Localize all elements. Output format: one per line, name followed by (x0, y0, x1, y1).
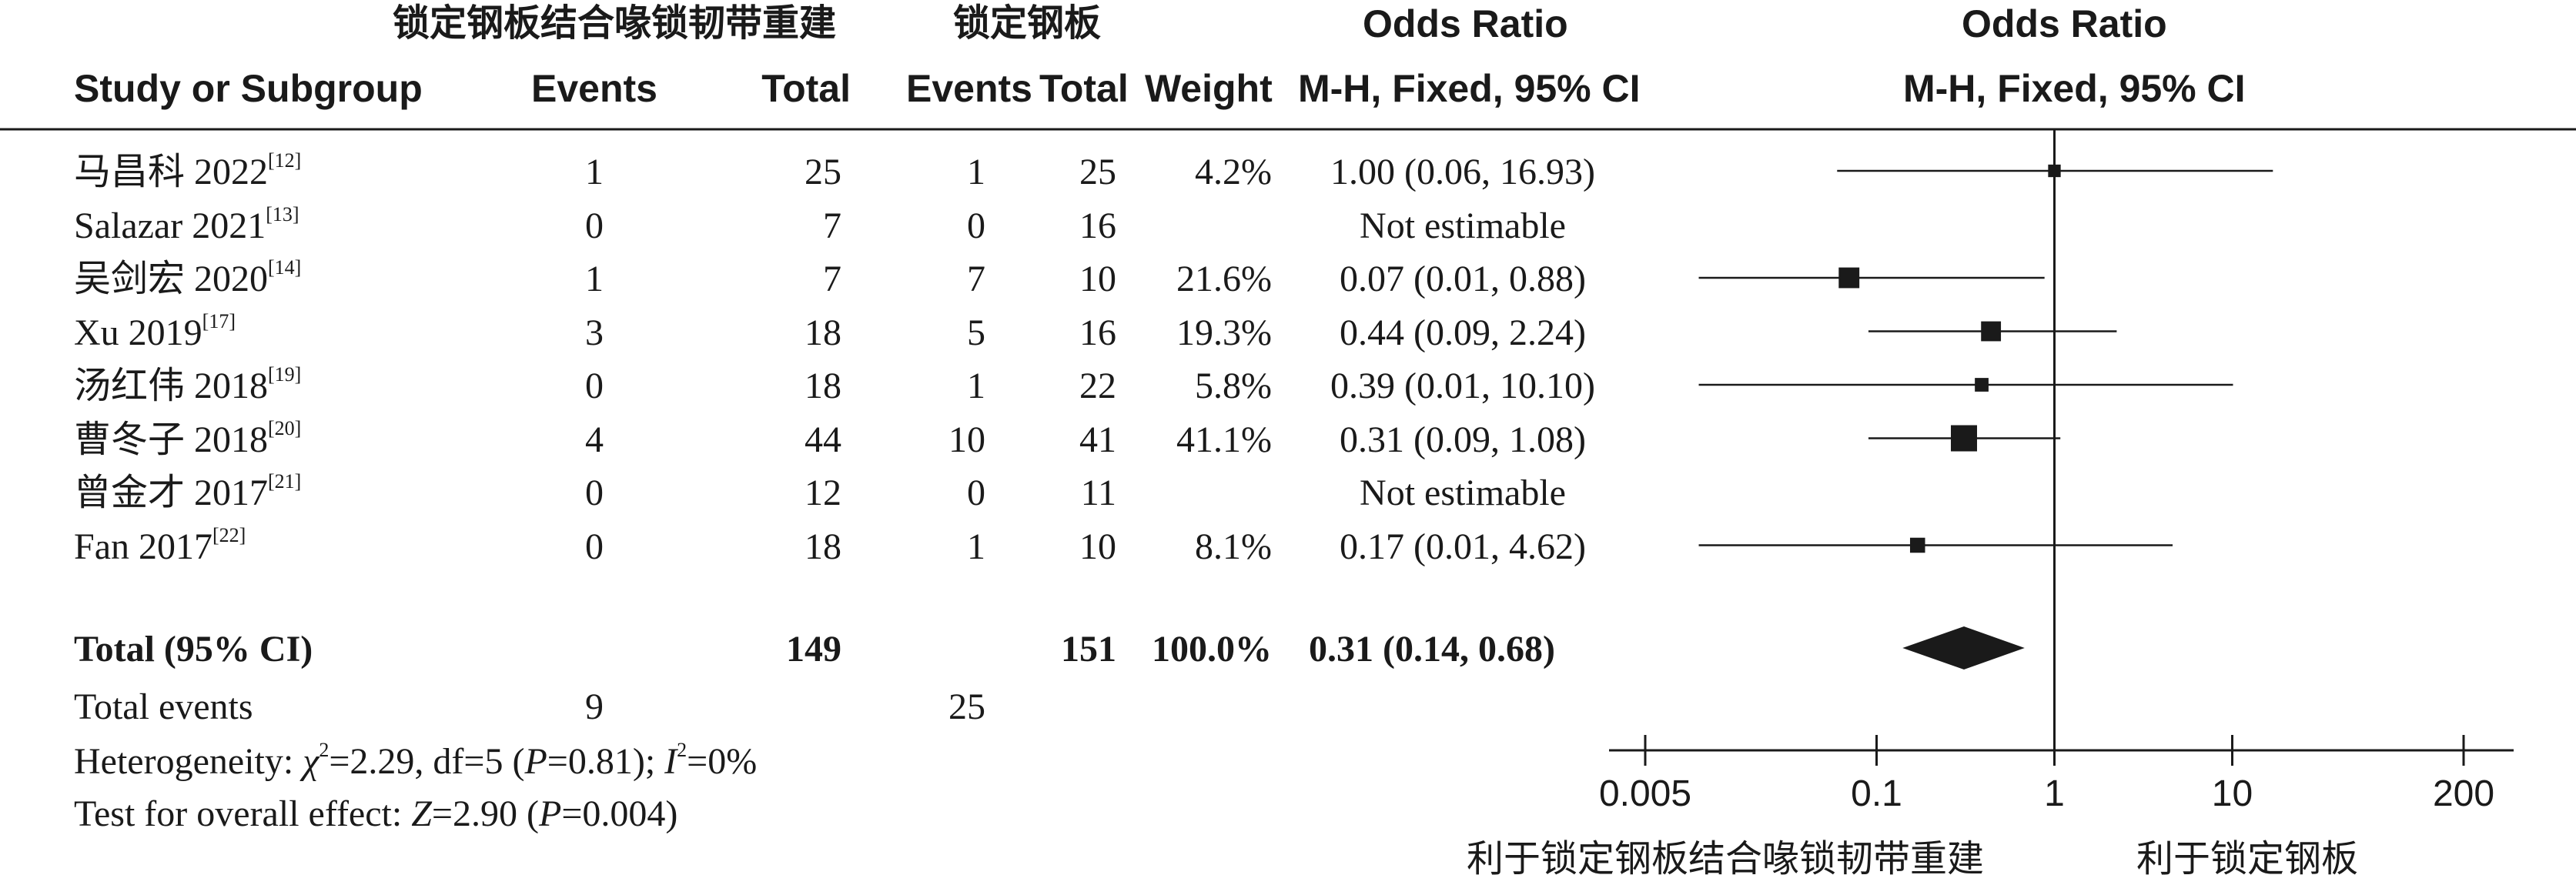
overall-effect-text: Test for overall effect: Z=2.90 (P=0.004… (74, 793, 678, 834)
row-reference: [22] (212, 523, 246, 546)
x-tick-label: 1 (2044, 773, 2065, 814)
row-total-ctl: 11 (1080, 473, 1116, 513)
col-events-ctl: Events (906, 67, 1032, 110)
col-events-exp: Events (531, 67, 657, 110)
total-weight: 100.0% (1152, 629, 1272, 670)
row-events-ctl: 0 (967, 205, 985, 246)
row-study-name: 汤红伟 2018[19] (74, 363, 302, 406)
row-events-ctl: 0 (967, 473, 985, 513)
row-events-exp: 3 (585, 312, 604, 353)
row-ci: Not estimable (1360, 205, 1566, 246)
row-ci: 0.39 (0.01, 10.10) (1330, 366, 1595, 406)
col-method: M-H, Fixed, 95% CI (1298, 67, 1641, 110)
row-total-ctl: 41 (1079, 419, 1116, 460)
col-method-plot: M-H, Fixed, 95% CI (1903, 67, 2246, 110)
row-events-ctl: 1 (967, 526, 985, 567)
row-weight: 5.8% (1195, 366, 1272, 406)
row-events-ctl: 1 (967, 152, 985, 192)
row-ci: Not estimable (1360, 473, 1566, 513)
row-weight: 19.3% (1176, 312, 1272, 353)
row-events-ctl: 1 (967, 366, 985, 406)
favours-left-label: 利于锁定钢板结合喙锁韧带重建 (1467, 837, 1985, 880)
col-weight: Weight (1145, 67, 1273, 110)
row-events-exp: 0 (585, 205, 604, 246)
row-reference: [12] (268, 149, 302, 172)
row-weight: 21.6% (1176, 259, 1272, 299)
row-reference: [17] (202, 309, 236, 332)
row-total-exp: 18 (805, 312, 841, 353)
row-events-ctl: 10 (948, 419, 985, 460)
row-total-exp: 18 (805, 366, 841, 406)
study-weight-square (1981, 321, 2002, 342)
x-tick-label: 10 (2211, 773, 2253, 814)
row-reference: [20] (268, 416, 302, 439)
col-study: Study or Subgroup (74, 67, 423, 110)
row-events-exp: 0 (585, 366, 604, 406)
row-ci: 0.17 (0.01, 4.62) (1340, 526, 1586, 567)
row-total-ctl: 25 (1079, 152, 1116, 192)
row-events-exp: 1 (585, 152, 604, 192)
row-events-exp: 0 (585, 473, 604, 513)
row-total-ctl: 16 (1079, 312, 1116, 353)
row-total-ctl: 10 (1079, 259, 1116, 299)
col-total-ctl: Total (1039, 67, 1129, 110)
row-total-ctl: 10 (1079, 526, 1116, 567)
odds-ratio-plot-title: Odds Ratio (1962, 2, 2167, 45)
row-study-name: 曹冬子 2018[20] (74, 416, 302, 460)
row-events-exp: 0 (585, 526, 604, 567)
study-weight-square (2048, 164, 2061, 178)
study-weight-square (1951, 425, 1978, 452)
total-label: Total (95% CI) (74, 629, 313, 670)
row-events-exp: 4 (585, 419, 604, 460)
row-weight: 4.2% (1195, 152, 1272, 192)
row-ci: 1.00 (0.06, 16.93) (1330, 152, 1595, 192)
total-ci: 0.31 (0.14, 0.68) (1309, 629, 1555, 670)
row-total-exp: 18 (805, 526, 841, 567)
col-total-exp: Total (761, 67, 851, 110)
x-tick-label: 0.005 (1598, 773, 1692, 814)
study-weight-square (1975, 378, 1989, 392)
row-reference: [21] (268, 470, 302, 493)
row-ci: 0.44 (0.09, 2.24) (1340, 312, 1586, 353)
row-study-name: Fan 2017[22] (74, 523, 246, 567)
row-study-name: 吴剑宏 2020[14] (74, 256, 302, 299)
heterogeneity-text: Heterogeneity: χ2=2.29, df=5 (P=0.81); I… (74, 739, 758, 782)
study-weight-square (1909, 537, 1925, 553)
odds-ratio-title: Odds Ratio (1363, 2, 1568, 45)
row-study-name: 曾金才 2017[21] (74, 470, 302, 513)
row-reference: [19] (268, 363, 302, 386)
row-events-exp: 1 (585, 259, 604, 299)
row-total-exp: 44 (805, 419, 841, 460)
x-tick-label: 0.1 (1851, 773, 1902, 814)
row-total-exp: 12 (805, 473, 841, 513)
row-study-name: Salazar 2021[13] (74, 202, 299, 246)
row-ci: 0.07 (0.01, 0.88) (1340, 259, 1586, 299)
experimental-group-label: 锁定钢板结合喙锁韧带重建 (393, 2, 837, 45)
total-events-label: Total events (74, 686, 253, 727)
row-ci: 0.31 (0.09, 1.08) (1340, 419, 1586, 460)
row-reference: [14] (268, 256, 302, 279)
row-events-ctl: 5 (967, 312, 985, 353)
total-events-ctl: 25 (948, 686, 985, 727)
row-total-exp: 25 (805, 152, 841, 192)
total-n-exp: 149 (786, 629, 841, 670)
pooled-diamond (1902, 626, 2025, 670)
row-weight: 41.1% (1176, 419, 1272, 460)
favours-right-label: 利于锁定钢板 (2136, 837, 2359, 880)
row-reference: [13] (266, 202, 299, 225)
row-study-name: 马昌科 2022[12] (74, 149, 302, 192)
row-total-exp: 7 (823, 259, 841, 299)
total-n-ctl: 151 (1061, 629, 1116, 670)
row-events-ctl: 7 (967, 259, 985, 299)
control-group-label: 锁定钢板 (953, 2, 1102, 45)
row-total-exp: 7 (823, 205, 841, 246)
total-events-exp: 9 (585, 686, 604, 727)
row-total-ctl: 16 (1079, 205, 1116, 246)
row-weight: 8.1% (1195, 526, 1272, 567)
x-tick-label: 200 (2432, 773, 2495, 814)
row-study-name: Xu 2019[17] (74, 309, 236, 353)
study-weight-square (1838, 267, 1860, 289)
row-total-ctl: 22 (1079, 366, 1116, 406)
